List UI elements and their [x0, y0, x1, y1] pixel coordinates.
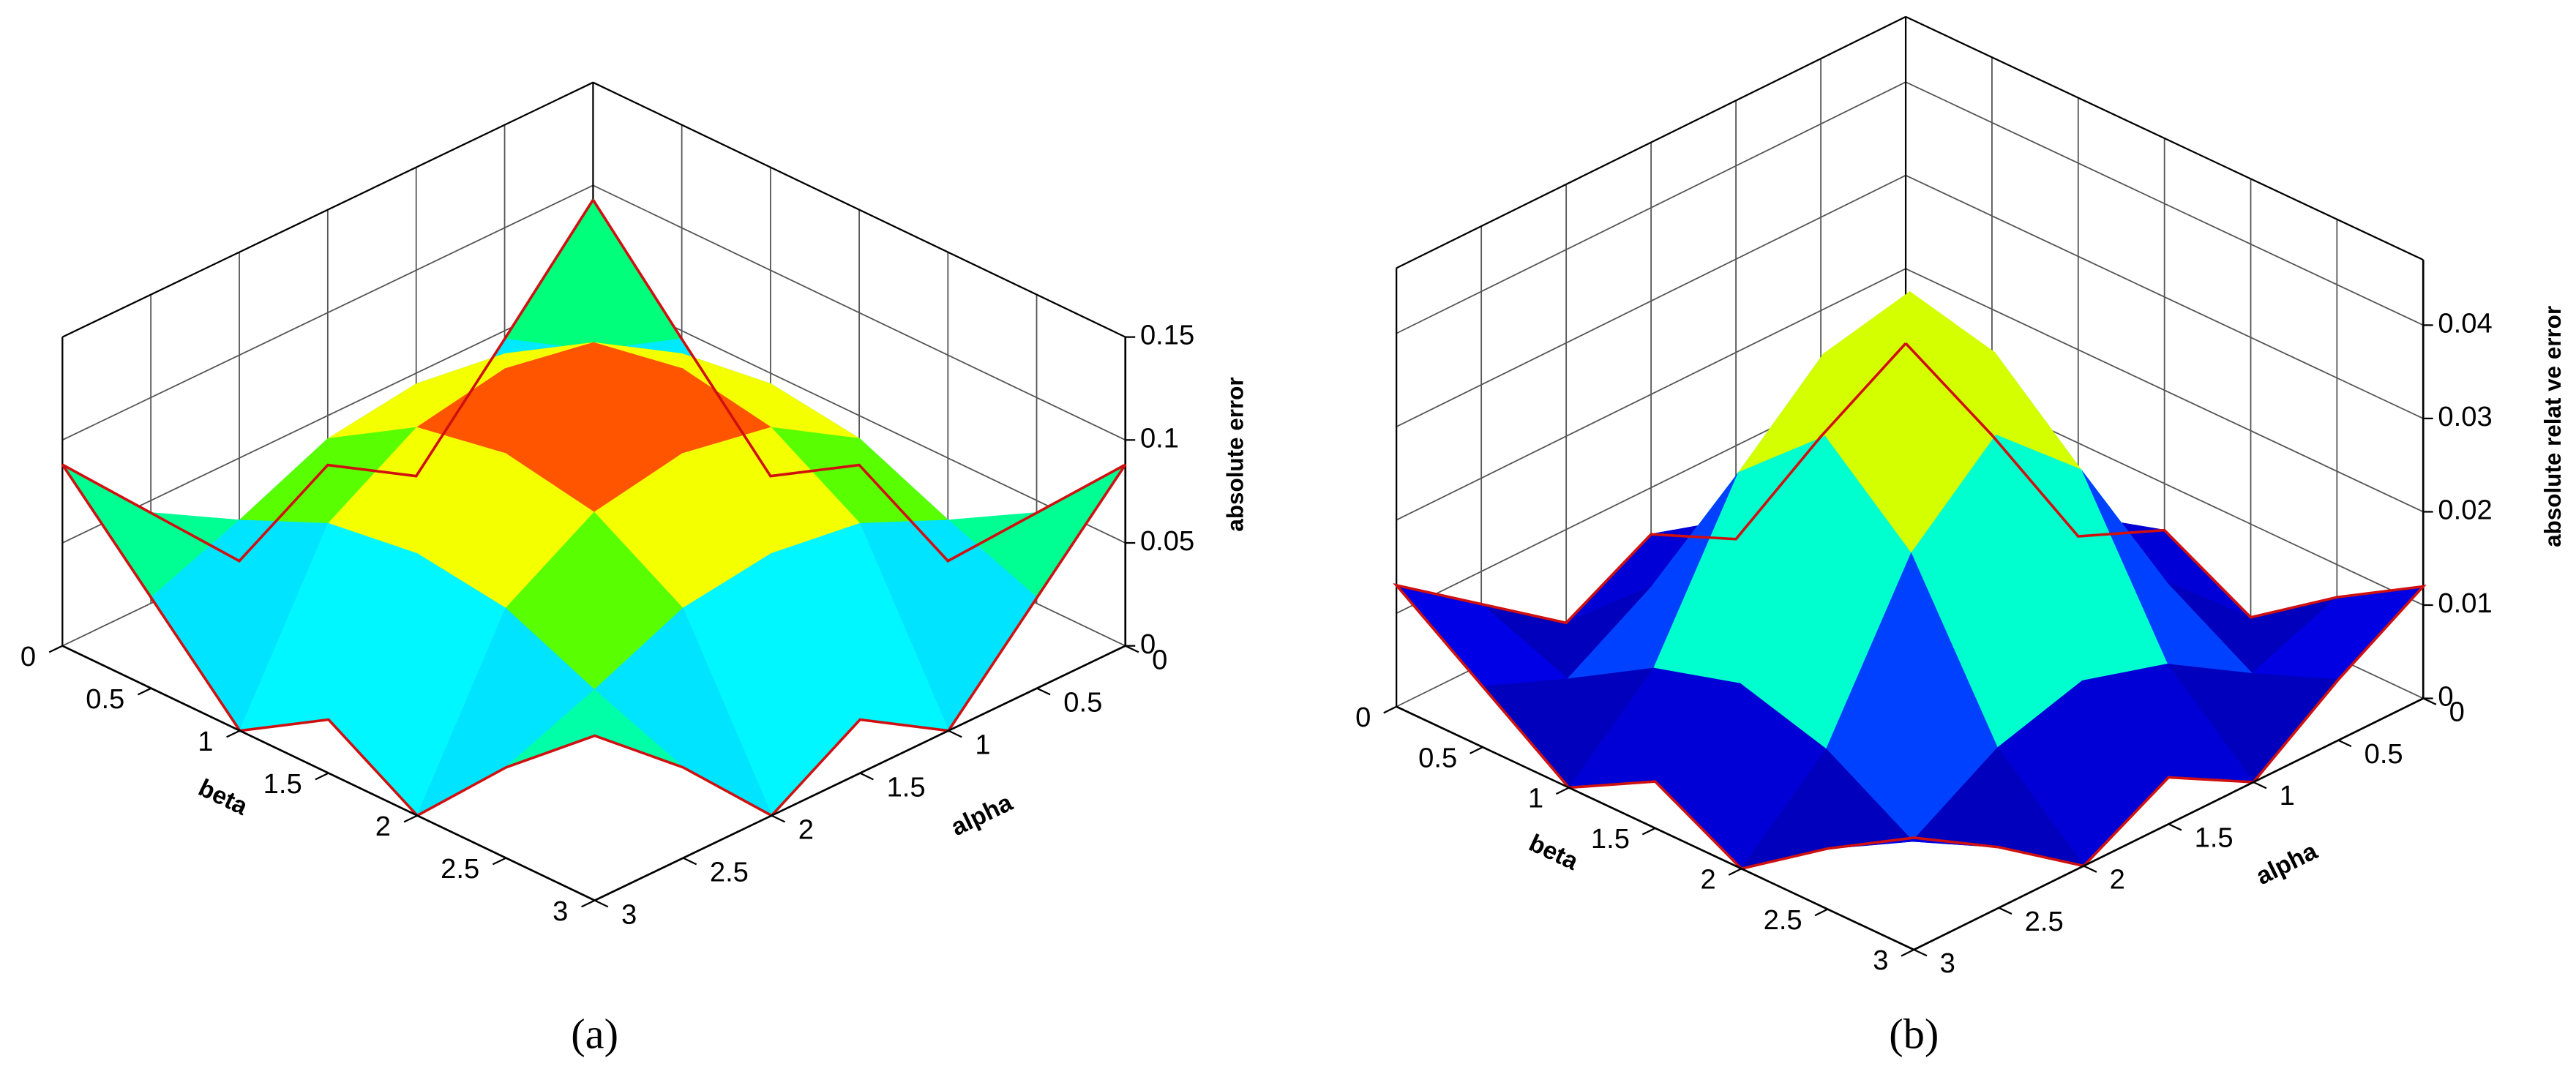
surface-edge	[1393, 342, 2427, 871]
x-tick-label: 0	[2449, 697, 2465, 728]
y-tick-label: 1	[198, 726, 213, 757]
wall-grid-line	[593, 184, 1126, 441]
x-tick-label: 0	[1152, 645, 1167, 676]
x-axis-label: alpha	[2252, 838, 2321, 890]
y-tick-label: 0	[1355, 702, 1371, 733]
tick-mark	[315, 772, 329, 781]
tick-mark	[581, 899, 596, 908]
box-edge	[592, 81, 1126, 338]
tick-mark	[1383, 705, 1397, 714]
x-tick-label: 2	[2110, 864, 2125, 896]
y-tick-label: 2	[1701, 863, 1716, 895]
wall-grid-line	[1905, 174, 2424, 419]
tick-mark	[594, 899, 609, 908]
surface-edge	[61, 199, 1127, 817]
x-tick-label: 1.5	[887, 772, 926, 803]
tick-mark	[2422, 697, 2437, 705]
y-tick-label: 0.5	[1418, 742, 1457, 773]
wall-grid-line	[1396, 81, 1906, 334]
surface-patch	[503, 198, 683, 351]
x-tick-label: 2	[798, 814, 814, 846]
z-tick-label: 0	[1140, 629, 1156, 660]
tick-mark	[2253, 781, 2267, 789]
tick-mark	[771, 814, 786, 823]
x-tick-label: 0.5	[1063, 687, 1102, 719]
y-tick-label: 2	[375, 811, 391, 842]
z-tick-label: 0.05	[1140, 525, 1194, 557]
y-axis-label: beta	[194, 774, 252, 820]
x-tick-label: 1.5	[2195, 822, 2234, 853]
tick-mark	[1998, 907, 2012, 915]
z-axis-label: absolute error	[1223, 377, 1248, 531]
y-tick-label: 2.5	[441, 853, 479, 885]
x-tick-label: 2.5	[2025, 906, 2064, 937]
x-tick-label: 2.5	[710, 857, 749, 888]
y-tick-label: 1	[1528, 783, 1543, 814]
wall-grid-line	[1396, 268, 1906, 521]
y-tick-label: 0.5	[86, 683, 124, 715]
y-tick-label: 1.5	[263, 768, 302, 800]
y-tick-label: 0	[20, 641, 36, 672]
caption: (b)	[1889, 1010, 1939, 1058]
tick-mark	[137, 687, 152, 696]
z-axis-label: absolute relat ve error	[2540, 306, 2566, 547]
z-tick-label: 0.03	[2438, 401, 2492, 432]
x-tick-label: 1	[975, 729, 990, 761]
tick-mark	[1469, 746, 1483, 754]
tick-mark	[948, 729, 962, 738]
wall-grid-line	[1905, 81, 2424, 326]
wall-grid-line	[61, 184, 594, 441]
tick-mark	[1814, 908, 1828, 917]
tick-mark	[859, 772, 874, 781]
z-tick-label: 0.1	[1140, 422, 1179, 454]
z-tick-label: 0.02	[2438, 495, 2492, 526]
wall-grid-line	[593, 288, 1126, 544]
tick-mark	[1641, 827, 1656, 836]
tick-mark	[1728, 868, 1742, 876]
z-tick-label: 0.04	[2438, 307, 2492, 339]
y-tick-label: 1.5	[1591, 823, 1630, 855]
tick-mark	[683, 857, 697, 866]
caption: (a)	[571, 1010, 618, 1058]
x-tick-label: 3	[1940, 948, 1955, 979]
tick-mark	[1125, 645, 1139, 653]
tick-mark	[2168, 823, 2182, 831]
x-tick-label: 3	[621, 899, 637, 931]
tick-mark	[2337, 739, 2352, 748]
tick-mark	[1036, 687, 1051, 696]
tick-mark	[226, 729, 241, 738]
tick-mark	[1555, 787, 1570, 795]
tick-mark	[1913, 948, 1928, 957]
wall-grid-line	[1396, 174, 1906, 427]
tick-mark	[403, 814, 418, 823]
wall-grid-line	[61, 288, 594, 544]
z-tick-label: 0.15	[1140, 320, 1194, 351]
tick-mark	[492, 857, 506, 866]
tick-mark	[48, 645, 63, 653]
y-tick-label: 3	[1873, 945, 1888, 976]
box-edge	[61, 81, 594, 338]
wall-grid-line	[1905, 268, 2424, 513]
box-edge	[1905, 15, 2424, 261]
z-tick-label: 0	[2438, 681, 2453, 713]
x-tick-label: 1	[2280, 780, 2295, 811]
y-tick-label: 3	[553, 896, 568, 927]
z-tick-label: 0.01	[2438, 588, 2492, 619]
tick-mark	[2083, 865, 2097, 873]
tick-mark	[1901, 948, 1914, 957]
x-tick-label: 0.5	[2365, 738, 2403, 770]
x-axis-label: alpha	[947, 789, 1017, 842]
box-edge	[1396, 15, 1906, 269]
y-tick-label: 2.5	[1764, 904, 1802, 936]
y-axis-label: beta	[1524, 830, 1582, 876]
